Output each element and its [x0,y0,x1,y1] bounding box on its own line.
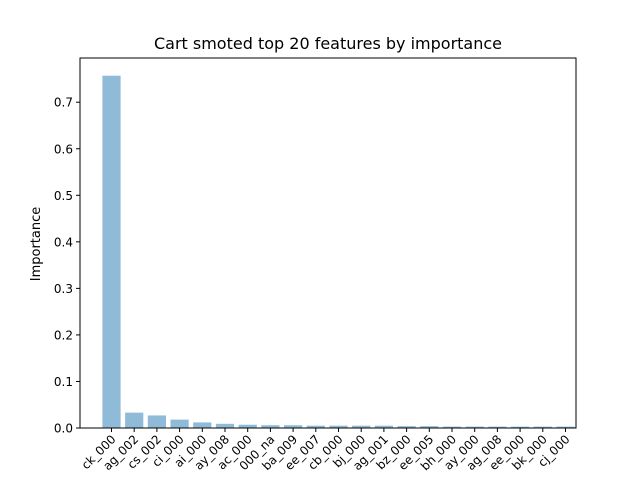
x-ticks-group: ck_000ag_002cs_002ci_000ai_000ay_008ac_0… [79,428,573,473]
y-ticks-group: 0.0 0.1 0.2 0.3 0.4 0.5 0.6 0.7 [54,96,80,436]
bar-bj_000 [352,425,371,428]
bar-ai_000 [193,422,212,428]
y-tick-label: 0.4 [54,235,73,249]
bar-bh_000 [442,426,462,428]
bar-ag_008 [488,426,507,428]
bar-ac_000 [238,424,257,428]
y-tick-label: 0.3 [54,282,73,296]
y-axis-label: Importance [29,207,44,282]
plot-frame [79,57,577,429]
bar-cs_002 [147,415,166,428]
y-tick-label: 0.2 [54,328,73,342]
bar-cb_000 [329,425,348,428]
bar-000_na [261,425,280,428]
bar-ee_005 [420,426,439,428]
chart-title: Cart smoted top 20 features by importanc… [154,34,502,53]
bar-bk_000 [533,426,552,428]
bar-ay_008 [215,423,235,428]
bar-bz_000 [397,426,416,428]
bar-ag_002 [125,412,144,428]
bar-cj_000 [556,426,575,428]
bar-ee_007 [306,425,325,428]
bar-ee_000 [511,426,530,428]
y-tick-label: 0.5 [54,189,73,203]
bar-ay_000 [465,426,484,428]
y-tick-label: 0.7 [54,96,73,110]
bar-ck_000 [102,75,121,428]
bar-ci_000 [170,419,189,428]
bar-ag_001 [374,425,393,428]
bars-group [102,75,575,428]
y-tick-label: 0.0 [54,422,73,436]
bar-ba_009 [284,425,303,428]
y-tick-label: 0.1 [54,375,73,389]
y-tick-label: 0.6 [54,142,73,156]
